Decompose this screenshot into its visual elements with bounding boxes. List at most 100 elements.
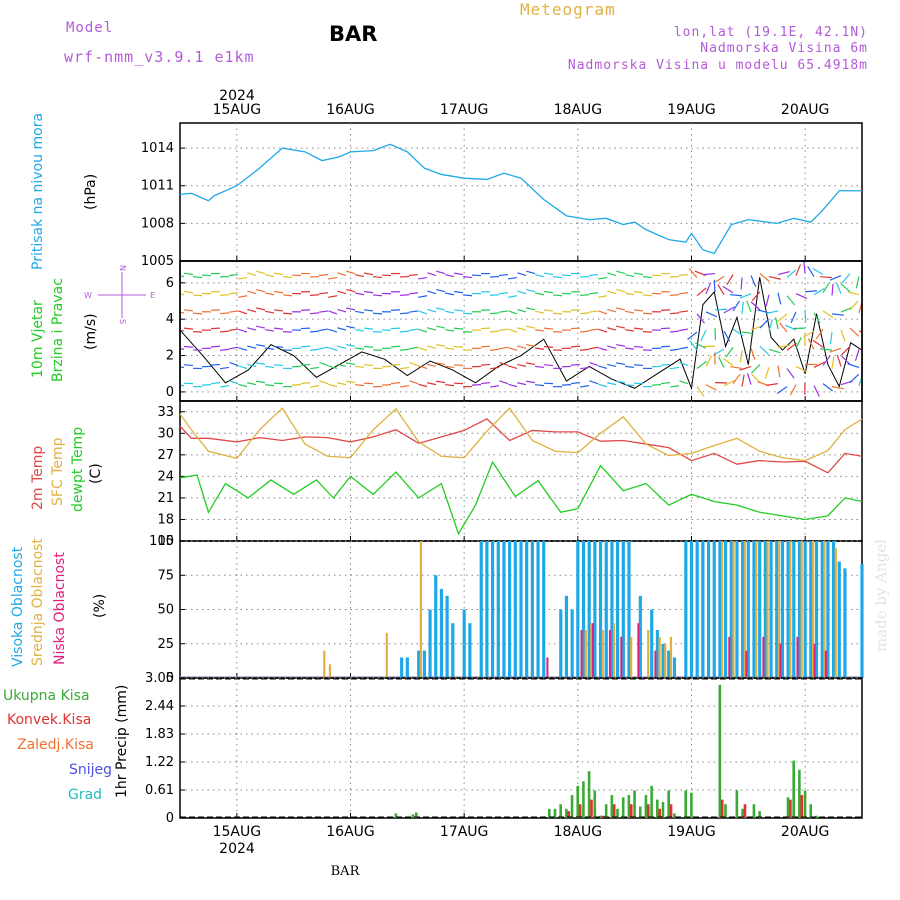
precip-total-bar	[628, 795, 631, 818]
cloud-mid-bar	[801, 541, 803, 678]
wind-arrow	[427, 309, 436, 311]
wind-arrow	[607, 328, 616, 330]
t2m-line	[180, 419, 862, 473]
wind-arrow	[607, 383, 616, 385]
date-label-top: 20AUG	[781, 102, 830, 118]
wind-arrow	[598, 296, 607, 298]
wind-arrow	[355, 311, 364, 313]
wind-arrow	[400, 367, 409, 368]
wind-arrow	[229, 293, 238, 294]
precip-conv-bar	[789, 800, 792, 818]
cloud-low-bar	[814, 644, 816, 678]
wind-arrow	[364, 328, 373, 329]
precip-total-bar	[690, 793, 693, 818]
wind-arrow	[580, 295, 589, 296]
wind-arrow	[265, 366, 274, 367]
wind-arrow	[283, 295, 292, 296]
wind-arrow	[220, 349, 229, 350]
wind-arrow	[229, 347, 238, 349]
wind-arrow	[553, 295, 562, 296]
wind-arrow	[701, 330, 706, 341]
compass-s: S	[118, 319, 127, 324]
wind-arrow	[328, 296, 337, 298]
wind-arrow	[571, 346, 580, 347]
wind-arrow	[589, 293, 598, 294]
wind-ytick-label: 0	[166, 385, 174, 400]
wind-arrow	[274, 310, 283, 311]
wind-arrow	[346, 345, 355, 347]
compass-w: W	[84, 291, 92, 300]
cloud-high-bar	[428, 610, 431, 679]
wind-arrow	[229, 329, 238, 330]
cloud-mid-bar	[420, 541, 422, 678]
wind-arrow	[499, 329, 508, 330]
wind-arrow	[337, 309, 346, 311]
wind-arrow	[706, 356, 711, 367]
wind-arrow	[553, 313, 562, 314]
wind-arrow	[679, 275, 688, 276]
wind-arrow	[832, 284, 833, 296]
wind-unit: (m/s)	[83, 313, 99, 350]
date-label-top: 17AUG	[440, 102, 489, 118]
cloud-high-bar	[838, 562, 841, 678]
wind-arrow	[391, 383, 400, 384]
wind-arrow	[766, 295, 769, 307]
compass-n: N	[118, 265, 127, 271]
date-label-top: 15AUG	[213, 102, 262, 118]
wind-arrow	[589, 329, 598, 330]
wind-arrow	[842, 274, 850, 283]
wind-arrow	[409, 329, 418, 330]
cloud-legend-low: Niska Oblacnost	[52, 552, 68, 665]
wind-arrow	[697, 361, 707, 368]
wind-arrow	[625, 330, 634, 331]
wind-arrow	[571, 383, 580, 384]
wind-arrow	[193, 313, 202, 314]
wind-arrow	[589, 363, 598, 366]
wind-arrow	[184, 328, 193, 329]
compass-e: E	[150, 291, 155, 300]
wind-arrow	[598, 329, 607, 332]
cloud-high-bar	[497, 541, 500, 678]
wind-arrow	[184, 273, 193, 274]
precip-ytick-label: 0	[166, 811, 174, 826]
wind-arrow	[454, 273, 463, 274]
precip-total-bar	[571, 795, 574, 818]
wind-arrow	[643, 313, 652, 314]
wind-arrow	[616, 308, 625, 310]
wind-arrow	[805, 291, 817, 292]
wind-arrow	[490, 367, 499, 368]
wind-arrow	[184, 291, 193, 292]
wind-arrow	[409, 311, 418, 312]
wind-arrow	[607, 364, 616, 366]
wind-arrow	[580, 349, 589, 350]
cloud-mid-bar	[602, 630, 604, 678]
wind-panel: 0 2 4 6	[166, 261, 871, 401]
precip-ytick-label: 1.83	[145, 727, 174, 742]
pressure-ytick-label: 1011	[141, 179, 174, 194]
precip-legend-total: Ukupna Kisa	[3, 688, 90, 704]
wind-arrow	[679, 381, 688, 384]
wind-arrow	[823, 283, 829, 293]
wind-arrow	[544, 273, 553, 274]
wind-arrow	[220, 331, 229, 332]
wind-arrow	[211, 364, 220, 365]
wind-arrow	[832, 314, 844, 315]
pressure-legend: Pritisak na nivou mora	[30, 113, 46, 270]
wind-arrow	[184, 310, 193, 311]
wind-arrow	[436, 271, 445, 273]
wind-arrow	[859, 331, 871, 334]
wind-arrow	[499, 311, 508, 312]
cloud-high-bar	[400, 657, 403, 678]
wind-arrow	[706, 283, 711, 294]
wind-arrow	[823, 311, 833, 318]
wind-arrow	[238, 366, 247, 368]
temperature-ytick-label: 30	[157, 426, 174, 441]
wind-arrow	[445, 385, 454, 386]
cloud-high-bar	[434, 575, 437, 678]
precip-total-bar	[719, 685, 722, 818]
wind-arrow	[751, 276, 756, 287]
wind-arrow	[247, 309, 256, 311]
wind-arrow	[616, 271, 625, 273]
cloud-high-bar	[491, 541, 494, 678]
precip-legend-frozen: Zaledj.Kisa	[17, 737, 94, 753]
